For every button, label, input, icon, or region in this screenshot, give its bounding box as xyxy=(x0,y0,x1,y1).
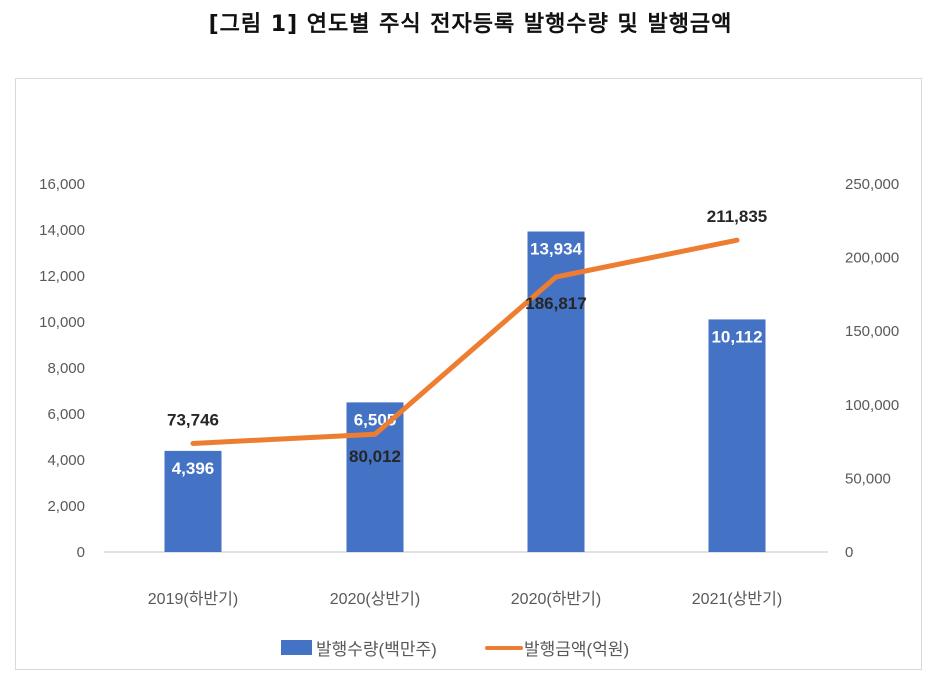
bar-data-label: 4,396 xyxy=(172,459,215,478)
bar xyxy=(708,319,766,552)
left-axis-tick: 10,000 xyxy=(39,314,85,331)
right-axis-tick: 200,000 xyxy=(845,250,899,267)
line-data-label: 80,012 xyxy=(349,447,401,466)
right-axis: 0 50,000 100,000 150,000 200,000 250,000 xyxy=(845,176,899,561)
bar xyxy=(527,231,585,552)
legend-bar-swatch xyxy=(281,640,312,655)
category-label: 2021(상반기) xyxy=(692,590,782,608)
left-axis-tick: 12,000 xyxy=(39,268,85,285)
category-label: 2020(하반기) xyxy=(511,590,601,608)
bar-data-label: 10,112 xyxy=(711,327,762,346)
left-axis-tick: 2,000 xyxy=(47,498,85,515)
right-axis-tick: 100,000 xyxy=(845,397,899,414)
left-axis: 0 2,000 4,000 6,000 8,000 10,000 12,000 14,000 1… xyxy=(39,176,85,561)
left-axis-tick: 14,000 xyxy=(39,222,85,239)
line-data-label: 73,746 xyxy=(167,410,219,429)
left-axis-tick: 8,000 xyxy=(47,360,85,377)
line-series xyxy=(190,237,740,446)
line-data-label: 186,817 xyxy=(525,294,586,313)
left-axis-tick: 0 xyxy=(77,544,85,561)
left-axis-tick: 6,000 xyxy=(47,406,85,423)
line-data-label: 211,835 xyxy=(707,207,768,226)
chart-frame xyxy=(15,78,922,670)
right-axis-tick: 250,000 xyxy=(845,176,899,193)
bar-data-label: 13,934 xyxy=(530,240,583,259)
right-axis-tick: 150,000 xyxy=(845,323,899,340)
left-axis-tick: 4,000 xyxy=(47,452,85,469)
bar xyxy=(164,450,222,552)
legend: 발행수량(백만주) 발행금액(억원) xyxy=(281,640,629,659)
right-axis-tick: 0 xyxy=(845,544,853,561)
line-data-labels: 73,746 80,012 186,817 211,835 xyxy=(167,207,767,466)
category-label: 2019(하반기) xyxy=(148,590,238,608)
category-label: 2020(상반기) xyxy=(330,590,420,608)
figure-title: [그림 1] 연도별 주식 전자등록 발행수량 및 발행금액 xyxy=(208,12,733,37)
legend-label-amount: 발행금액(억원) xyxy=(524,640,629,659)
bar xyxy=(346,402,404,552)
right-axis-tick: 50,000 xyxy=(845,470,891,487)
category-axis: 2019(하반기) 2020(상반기) 2020(하반기) 2021(상반기) xyxy=(148,590,782,608)
left-axis-tick: 16,000 xyxy=(39,176,85,193)
legend-label-quantity: 발행수량(백만주) xyxy=(316,640,437,659)
